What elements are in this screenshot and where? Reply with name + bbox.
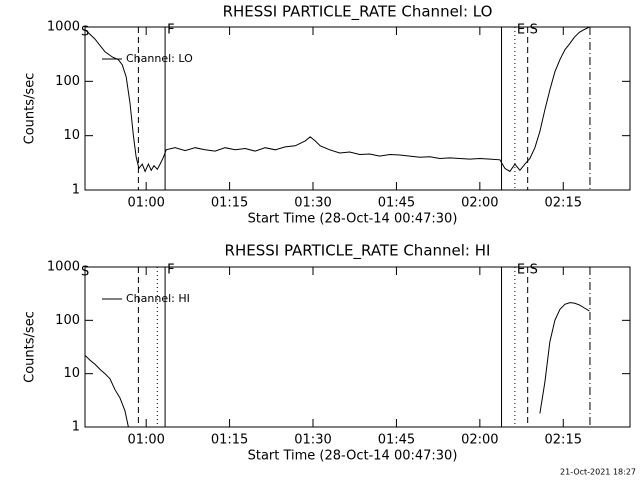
x-tick-label: 01:45 xyxy=(378,196,415,211)
x-tick-label: 01:00 xyxy=(127,433,164,448)
event-label: E xyxy=(517,23,525,38)
y-tick-label: 1000 xyxy=(47,260,80,275)
y-tick-label: 100 xyxy=(55,313,80,328)
data-line xyxy=(84,26,590,173)
legend-label: Channel: LO xyxy=(126,52,193,65)
event-label: S xyxy=(530,263,538,278)
data-line xyxy=(84,302,590,428)
event-label: F xyxy=(167,23,174,38)
y-tick-label: 1 xyxy=(72,183,80,198)
legend-label: Channel: HI xyxy=(126,292,190,305)
corner-label: S xyxy=(81,25,89,40)
y-tick-label: 10 xyxy=(63,128,80,143)
plot-frame xyxy=(84,26,631,191)
x-tick-label: 01:00 xyxy=(127,196,164,211)
y-axis-label: Counts/sec xyxy=(23,73,38,145)
x-tick-label: 02:00 xyxy=(461,196,498,211)
x-axis-label: Start Time (28-Oct-14 00:47:30) xyxy=(248,449,458,464)
corner-label: S xyxy=(81,265,89,280)
x-tick-label: 01:15 xyxy=(211,196,248,211)
chart-title: RHESSI PARTICLE_RATE Channel: LO xyxy=(223,3,493,22)
event-label: F xyxy=(167,263,174,278)
x-tick-label: 02:00 xyxy=(461,433,498,448)
event-label: E xyxy=(517,263,525,278)
y-tick-label: 1000 xyxy=(47,20,80,35)
x-tick-label: 01:45 xyxy=(378,433,415,448)
x-tick-label: 02:15 xyxy=(545,433,582,448)
x-tick-label: 01:30 xyxy=(294,433,331,448)
footer: 21-Oct-2021 18:27 xyxy=(560,468,636,477)
y-tick-label: 1 xyxy=(72,420,80,435)
y-axis-label: Counts/sec xyxy=(23,311,38,383)
y-tick-label: 100 xyxy=(55,74,80,89)
x-axis-label: Start Time (28-Oct-14 00:47:30) xyxy=(248,212,458,227)
chart-title: RHESSI PARTICLE_RATE Channel: HI xyxy=(225,242,491,261)
plot-frame xyxy=(84,266,631,428)
x-tick-label: 02:15 xyxy=(545,196,582,211)
y-tick-label: 10 xyxy=(63,366,80,381)
event-label: S xyxy=(530,23,538,38)
x-tick-label: 01:15 xyxy=(211,433,248,448)
x-tick-label: 01:30 xyxy=(294,196,331,211)
